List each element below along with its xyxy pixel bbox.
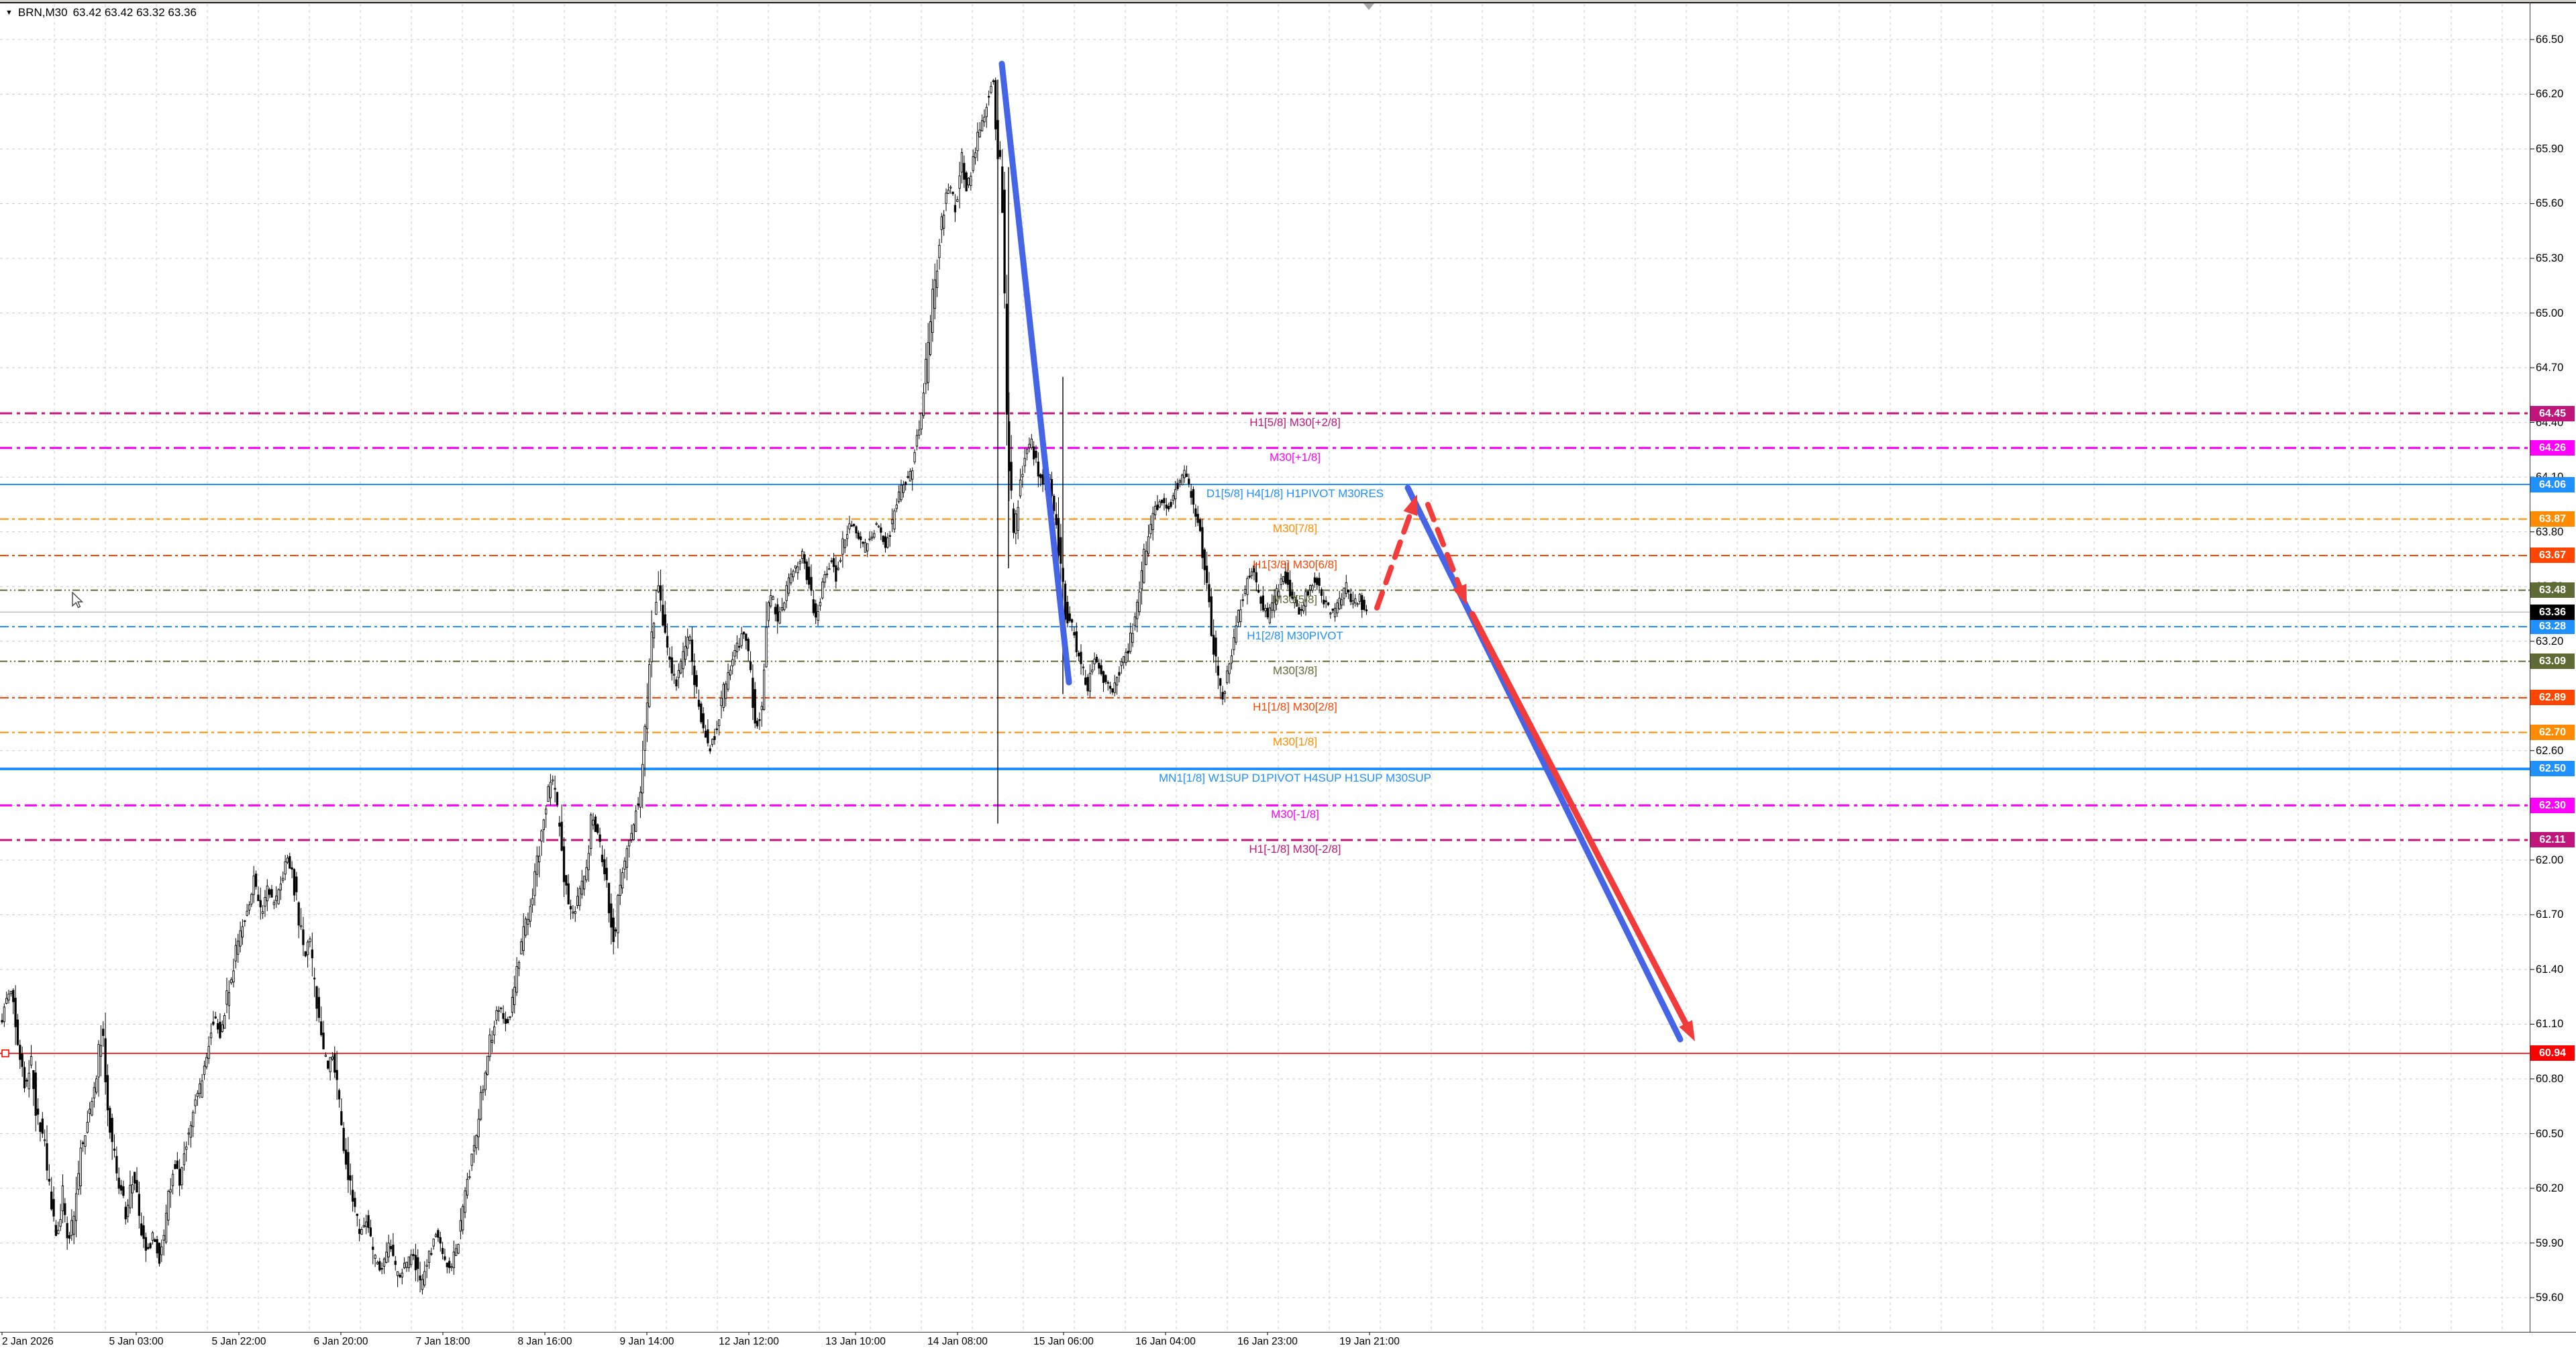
symbol-period-label: BRN,M30 (17, 6, 68, 19)
price-tick-label: 59.60 (2536, 1292, 2564, 1304)
price-badge: 63.36 (2530, 604, 2575, 620)
price-tick-label: 66.50 (2536, 33, 2564, 46)
level-line-label: H1[5/8] M30[+2/8] (1249, 416, 1341, 429)
symbol-dropdown-icon[interactable]: ▼ (5, 9, 13, 17)
level-line-label: H1[2/8] M30PIVOT (1247, 629, 1343, 642)
time-tick-label: 5 Jan 03:00 (109, 1336, 164, 1347)
level-line-label: M30[5/8] (1272, 592, 1318, 606)
time-tick-label: 9 Jan 14:00 (619, 1336, 674, 1347)
time-tick-label: 14 Jan 08:00 (927, 1336, 988, 1347)
level-line-label: M30[7/8] (1272, 521, 1318, 535)
time-tick-label: 12 Jan 12:00 (719, 1336, 779, 1347)
time-tick-label: 6 Jan 20:00 (313, 1336, 368, 1347)
price-tick-label: 60.20 (2536, 1182, 2564, 1195)
price-badge: 63.09 (2530, 654, 2575, 670)
price-badge: 64.06 (2530, 476, 2575, 492)
price-badge: 63.67 (2530, 547, 2575, 564)
price-tick-label: 63.80 (2536, 525, 2564, 538)
price-badge: 63.28 (2530, 619, 2575, 635)
price-tick-label: 62.60 (2536, 744, 2564, 757)
time-tick-label: 8 Jan 16:00 (517, 1336, 572, 1347)
price-badge: 62.30 (2530, 797, 2575, 813)
grid-layer (0, 4, 2534, 1335)
forecast-blue-line[interactable] (1404, 484, 1684, 1043)
price-tick-label: 61.70 (2536, 908, 2564, 921)
window-top-border (0, 2, 2576, 3)
drawn-objects-layer[interactable] (998, 3, 1695, 1043)
price-tick-label: 65.30 (2536, 252, 2564, 264)
time-tick-label: 5 Jan 22:00 (211, 1336, 266, 1347)
price-badge: 63.48 (2530, 582, 2575, 598)
price-badge: 62.50 (2530, 761, 2575, 777)
level-line-label: M30[1/8] (1272, 735, 1318, 748)
pivot-level-lines[interactable] (0, 412, 2530, 1057)
downtrend-line[interactable] (998, 60, 1072, 686)
price-tick-label: 63.20 (2536, 635, 2564, 647)
forecast-down-solid-arrow-head[interactable] (1679, 1020, 1695, 1041)
price-tick-label: 62.00 (2536, 853, 2564, 866)
level-line-label: MN1[1/8] W1SUP D1PIVOT H4SUP H1SUP M30SU… (1159, 771, 1431, 784)
price-tick-label: 60.80 (2536, 1072, 2564, 1085)
time-tick-label: 7 Jan 18:00 (415, 1336, 470, 1347)
price-tick-label: 66.20 (2536, 88, 2564, 101)
window-top-strip (0, 0, 2576, 2)
forecast-down-dashed-arrow-head[interactable] (1452, 584, 1467, 605)
time-tick-label: 16 Jan 23:00 (1237, 1336, 1298, 1347)
forecast-down-dashed-arrow[interactable] (1425, 502, 1464, 593)
price-tick-label: 65.90 (2536, 142, 2564, 155)
time-tick-label: 19 Jan 21:00 (1339, 1336, 1400, 1347)
chart-title: ▼ BRN,M30 63.42 63.42 63.32 63.36 (5, 6, 197, 19)
level-line-label: H1[-1/8] M30[-2/8] (1249, 842, 1341, 855)
price-tick-label: 65.60 (2536, 197, 2564, 210)
time-tick-label: 15 Jan 06:00 (1033, 1336, 1094, 1347)
level-line-label: H1[1/8] M30[2/8] (1253, 700, 1337, 713)
mouse-cursor (72, 592, 84, 609)
price-tick-label: 60.50 (2536, 1127, 2564, 1140)
forecast-down-solid-arrow[interactable] (1469, 611, 1691, 1031)
price-tick-label: 59.90 (2536, 1237, 2564, 1249)
price-badge: 64.45 (2530, 405, 2575, 421)
level-line-label: H1[3/8] M30[6/8] (1253, 558, 1337, 571)
candles-layer (1, 77, 1368, 1295)
price-badge: 62.89 (2530, 690, 2575, 706)
forecast-up-dashed-arrow-head[interactable] (1403, 494, 1418, 516)
price-tick-label: 61.10 (2536, 1018, 2564, 1031)
price-badge: 60.94 (2530, 1045, 2575, 1061)
level-line-label: D1[5/8] H4[1/8] H1PIVOT M30RES (1206, 487, 1384, 500)
price-badge: 62.70 (2530, 725, 2575, 741)
time-tick-label: 2 Jan 2026 (2, 1336, 54, 1347)
time-axis-separator (0, 1332, 2576, 1333)
chart-shift-marker[interactable] (1363, 3, 1374, 10)
price-badge: 64.26 (2530, 440, 2575, 456)
price-badge: 62.11 (2530, 832, 2575, 848)
price-tick-label: 64.70 (2536, 362, 2564, 374)
level-line-label: M30[3/8] (1272, 664, 1318, 677)
level-line-label: M30[+1/8] (1269, 450, 1321, 464)
time-tick-label: 13 Jan 10:00 (825, 1336, 886, 1347)
forecast-up-dashed-arrow[interactable] (1374, 507, 1414, 611)
price-tick-label: 61.40 (2536, 963, 2564, 976)
price-badge: 63.87 (2530, 511, 2575, 527)
price-tick-label: 65.00 (2536, 307, 2564, 319)
level-line-label: M30[-1/8] (1271, 808, 1319, 821)
time-tick-label: 16 Jan 04:00 (1135, 1336, 1196, 1347)
ohlc-values: 63.42 63.42 63.32 63.36 (72, 6, 197, 19)
